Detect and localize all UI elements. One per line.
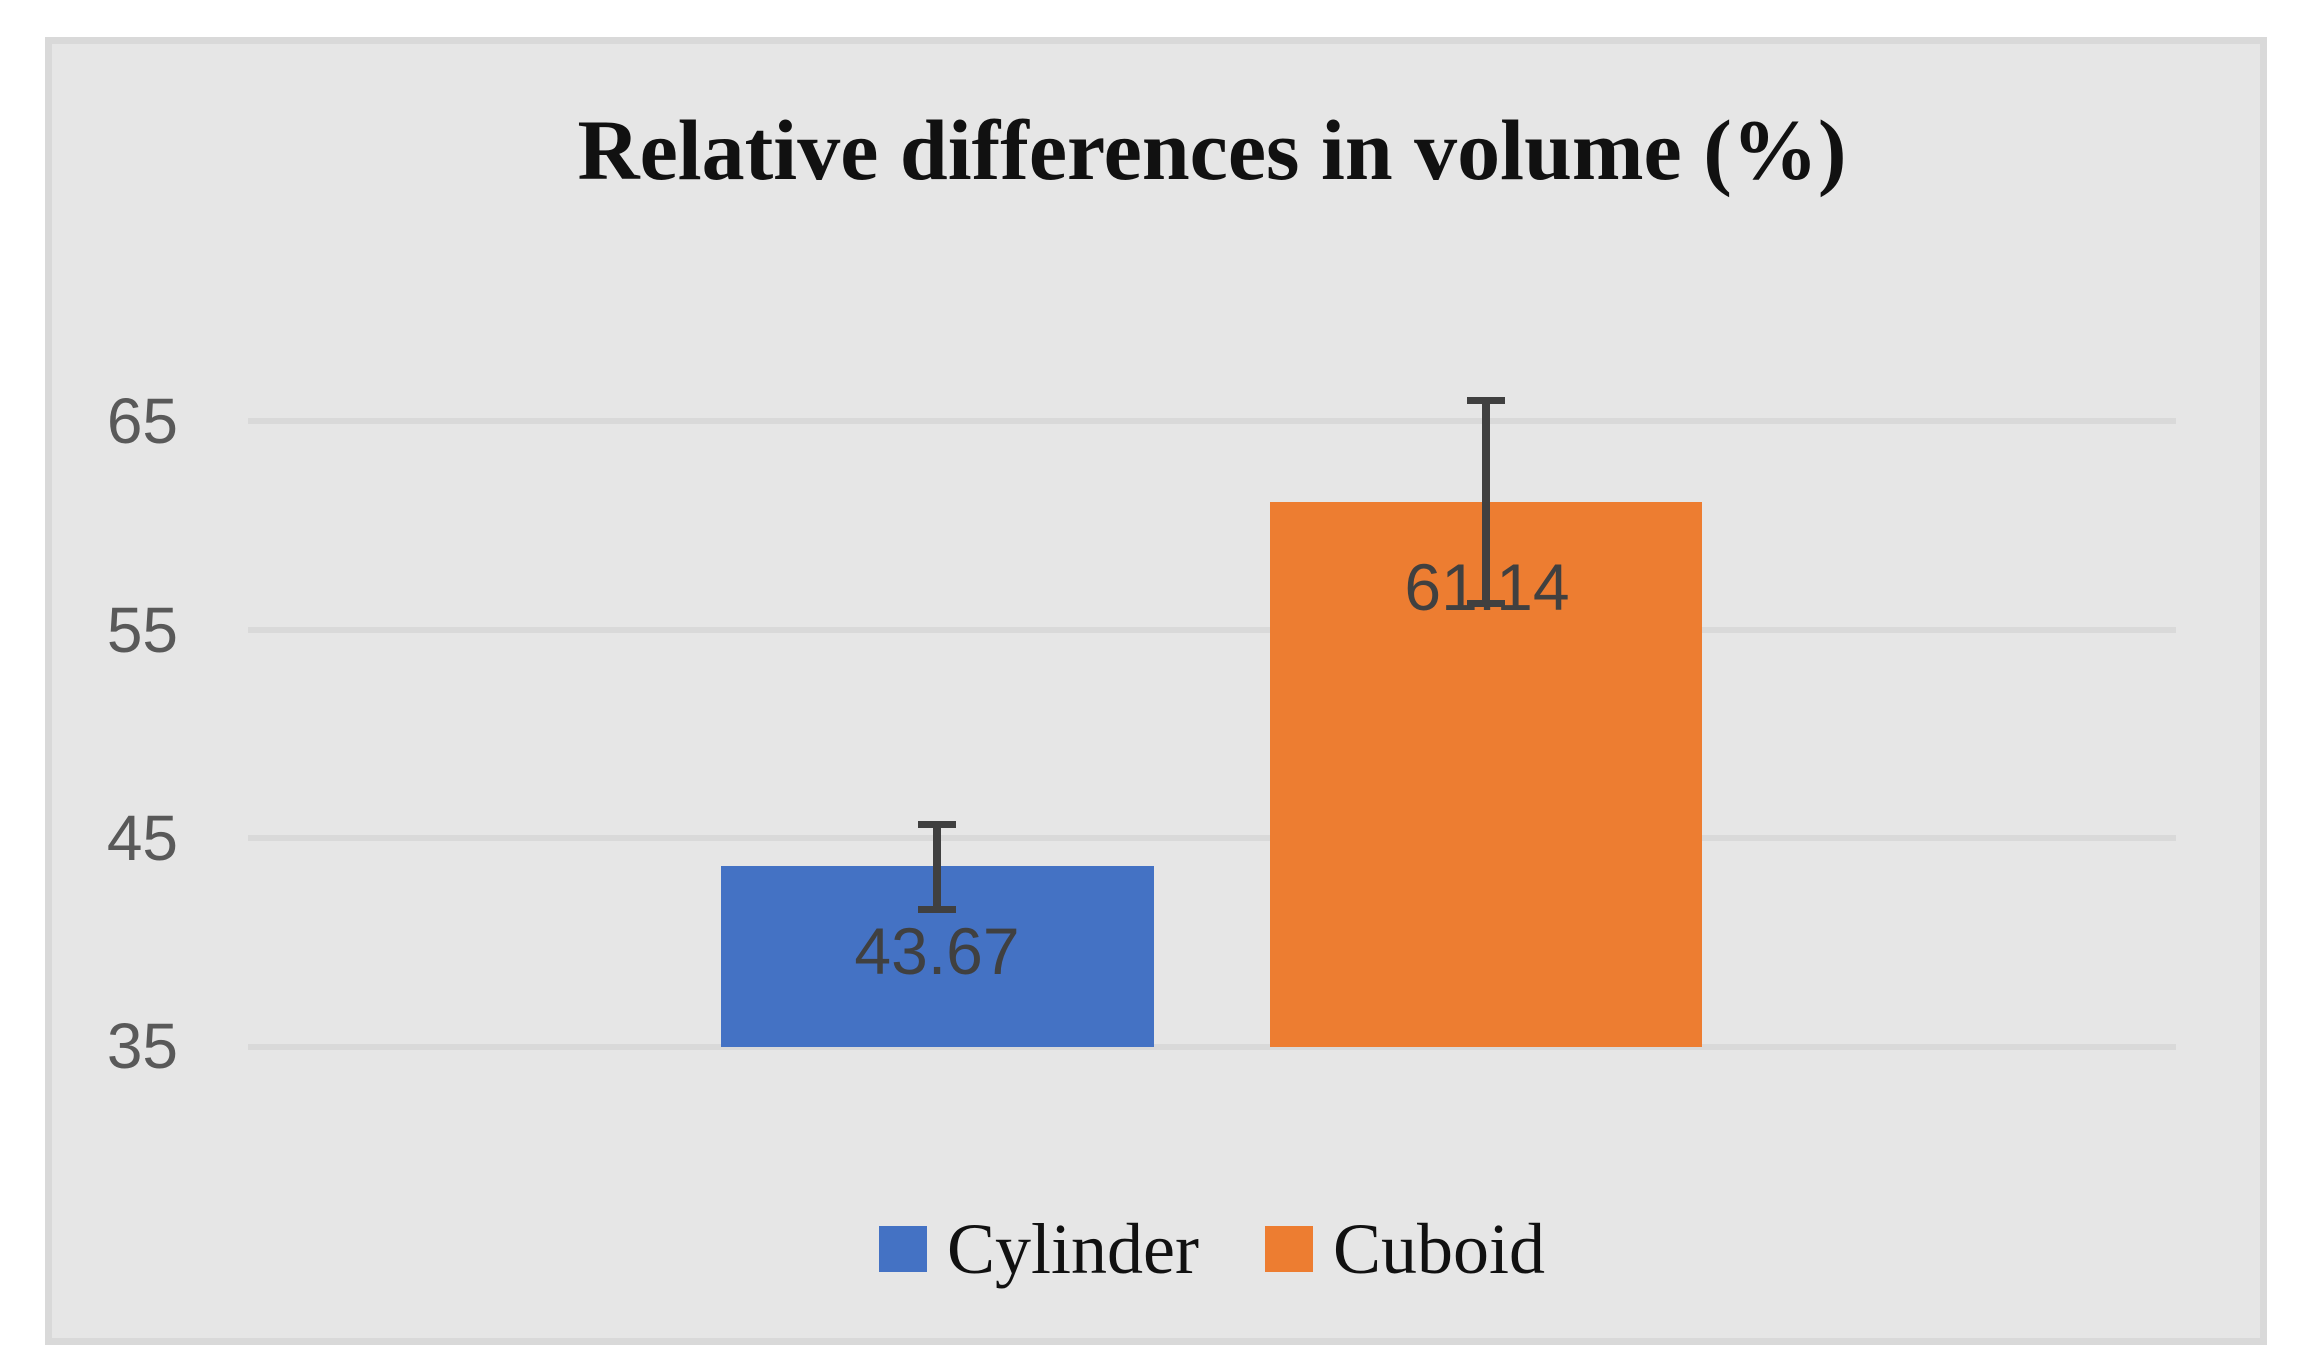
legend-item-cuboid: Cuboid (1264, 1204, 1545, 1294)
legend-label-cylinder: Cylinder (947, 1209, 1199, 1289)
error-bar-stem (1482, 397, 1490, 607)
gridline-35 (248, 1044, 2176, 1050)
error-bar-stem (933, 821, 941, 913)
legend-item-cylinder: Cylinder (879, 1204, 1199, 1294)
legend-swatch-cylinder-icon (879, 1226, 927, 1272)
legend-swatch-cuboid-icon (1264, 1226, 1313, 1272)
legend-label-cuboid: Cuboid (1332, 1209, 1545, 1289)
gridline-65 (248, 418, 2176, 424)
legend: Cylinder Cuboid (248, 1204, 2176, 1294)
data-label-cuboid: 61.14 (1404, 550, 1570, 624)
y-axis-tick-35: 35 (106, 1010, 178, 1082)
chart-figure (45, 37, 2267, 1345)
error-bar-cylinder (918, 821, 956, 913)
gridline-45 (248, 835, 2176, 841)
gridline-55 (248, 627, 2176, 633)
error-bar-cuboid (1467, 397, 1505, 607)
error-bar-cap-bottom (1467, 600, 1505, 607)
y-axis-tick-45: 45 (106, 802, 178, 874)
y-axis-tick-65: 65 (106, 385, 178, 457)
error-bar-cap-bottom (918, 906, 956, 913)
y-axis-tick-55: 55 (106, 594, 178, 666)
data-label-cylinder: 43.67 (854, 914, 1020, 988)
chart-title: Relative differences in volume (%) (577, 102, 1847, 198)
